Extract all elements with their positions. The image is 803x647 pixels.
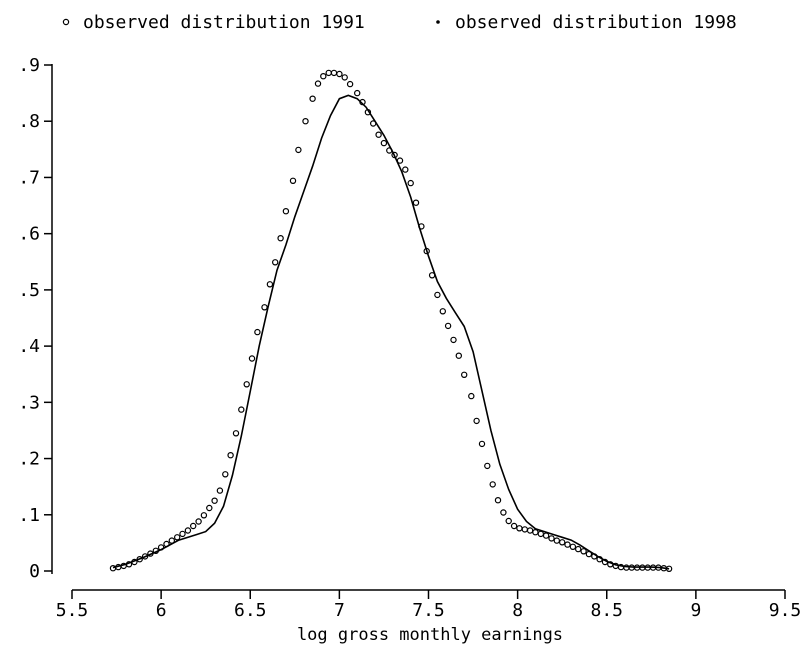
data-point <box>580 548 587 555</box>
data-point <box>532 529 539 536</box>
data-point <box>478 440 486 448</box>
data-point <box>216 487 224 494</box>
data-point <box>444 322 452 330</box>
y-tick-label: 0 <box>29 561 40 582</box>
data-point <box>302 117 309 125</box>
x-tick-label: 6.5 <box>234 600 267 621</box>
plot-series <box>109 69 673 573</box>
data-point <box>173 534 181 541</box>
y-tick-label: .4 <box>18 336 40 357</box>
data-point <box>439 308 446 315</box>
x-tick-label: 7 <box>334 600 345 621</box>
y-tick-label: .1 <box>18 505 40 526</box>
data-point <box>569 543 577 551</box>
data-point <box>272 259 279 266</box>
data-point <box>254 328 261 336</box>
data-point <box>346 80 354 88</box>
x-tick-label: 9 <box>690 600 701 621</box>
data-point <box>248 355 256 362</box>
y-tick-label: .6 <box>18 224 40 245</box>
data-point <box>189 522 197 530</box>
data-point <box>505 517 512 525</box>
data-point <box>473 417 480 425</box>
x-tick-label: 8.5 <box>590 600 623 621</box>
data-point <box>354 89 361 97</box>
data-point <box>380 139 388 147</box>
y-tick-label: .9 <box>18 55 40 76</box>
y-tick-label: .5 <box>18 280 40 301</box>
data-point <box>200 512 208 519</box>
data-point <box>309 95 316 102</box>
data-point <box>295 146 302 154</box>
y-tick-label: .2 <box>18 449 40 470</box>
data-point <box>222 471 229 478</box>
data-point <box>325 69 332 77</box>
series-line <box>112 94 670 570</box>
x-axis-title: log gross monthly earnings <box>297 625 563 645</box>
data-point <box>494 497 502 504</box>
data-point <box>289 177 297 184</box>
y-tick-label: .7 <box>18 167 40 188</box>
data-point <box>542 532 550 539</box>
legend-marker-circle <box>62 18 70 26</box>
x-tick-label: 5.5 <box>56 600 89 621</box>
legend-marker-dot <box>436 20 440 24</box>
data-point <box>510 522 518 530</box>
data-point <box>320 72 327 80</box>
legend-item: observed distribution 1991 <box>62 12 365 33</box>
y-tick-label: .3 <box>18 392 40 413</box>
legend-label: observed distribution 1998 <box>455 12 737 33</box>
data-point <box>500 509 507 516</box>
legend-item: observed distribution 1998 <box>436 12 737 33</box>
legend: observed distribution 1991 observed distr… <box>62 12 737 33</box>
data-point <box>450 336 457 344</box>
data-point <box>206 504 213 512</box>
data-point <box>407 179 414 187</box>
data-point <box>526 527 534 534</box>
data-point <box>375 131 382 138</box>
data-point <box>277 234 284 242</box>
data-point <box>261 304 268 311</box>
x-tick-label: 6 <box>156 600 167 621</box>
data-point <box>336 70 343 78</box>
data-point <box>548 535 555 542</box>
data-point <box>184 527 192 534</box>
data-point <box>402 166 409 173</box>
axes: 0 .1 .2 .3 .4 .5 .6 .7 .8 .9 5.5 6 6.5 7 7.5 8 8.5 9 9.5 <box>18 55 801 621</box>
data-point <box>468 392 475 400</box>
data-point <box>484 462 491 470</box>
data-point <box>521 526 529 533</box>
data-point <box>232 430 240 437</box>
data-point <box>434 291 441 299</box>
data-point <box>564 541 571 548</box>
data-point <box>314 80 322 87</box>
x-tick-label: 8 <box>512 600 523 621</box>
data-point <box>412 199 420 206</box>
data-point <box>537 530 545 538</box>
data-point <box>559 539 566 546</box>
legend-label: observed distribution 1991 <box>83 12 365 33</box>
data-point <box>489 481 496 488</box>
series-1998 <box>112 94 670 570</box>
data-point <box>553 537 561 544</box>
data-point <box>516 525 523 532</box>
data-point <box>455 352 462 359</box>
data-point <box>243 381 250 388</box>
data-point <box>266 281 274 288</box>
data-point <box>211 497 218 504</box>
data-point <box>461 371 468 378</box>
data-point <box>330 69 338 77</box>
data-point <box>282 207 290 215</box>
y-tick-label: .8 <box>18 111 40 132</box>
data-point <box>227 452 234 459</box>
data-point <box>575 545 582 553</box>
data-point <box>195 518 202 525</box>
series-1991 <box>109 69 673 573</box>
x-tick-label: 9.5 <box>769 600 802 621</box>
data-point <box>179 530 186 538</box>
data-point <box>341 74 348 81</box>
x-tick-label: 7.5 <box>412 600 445 621</box>
data-point <box>238 406 245 413</box>
